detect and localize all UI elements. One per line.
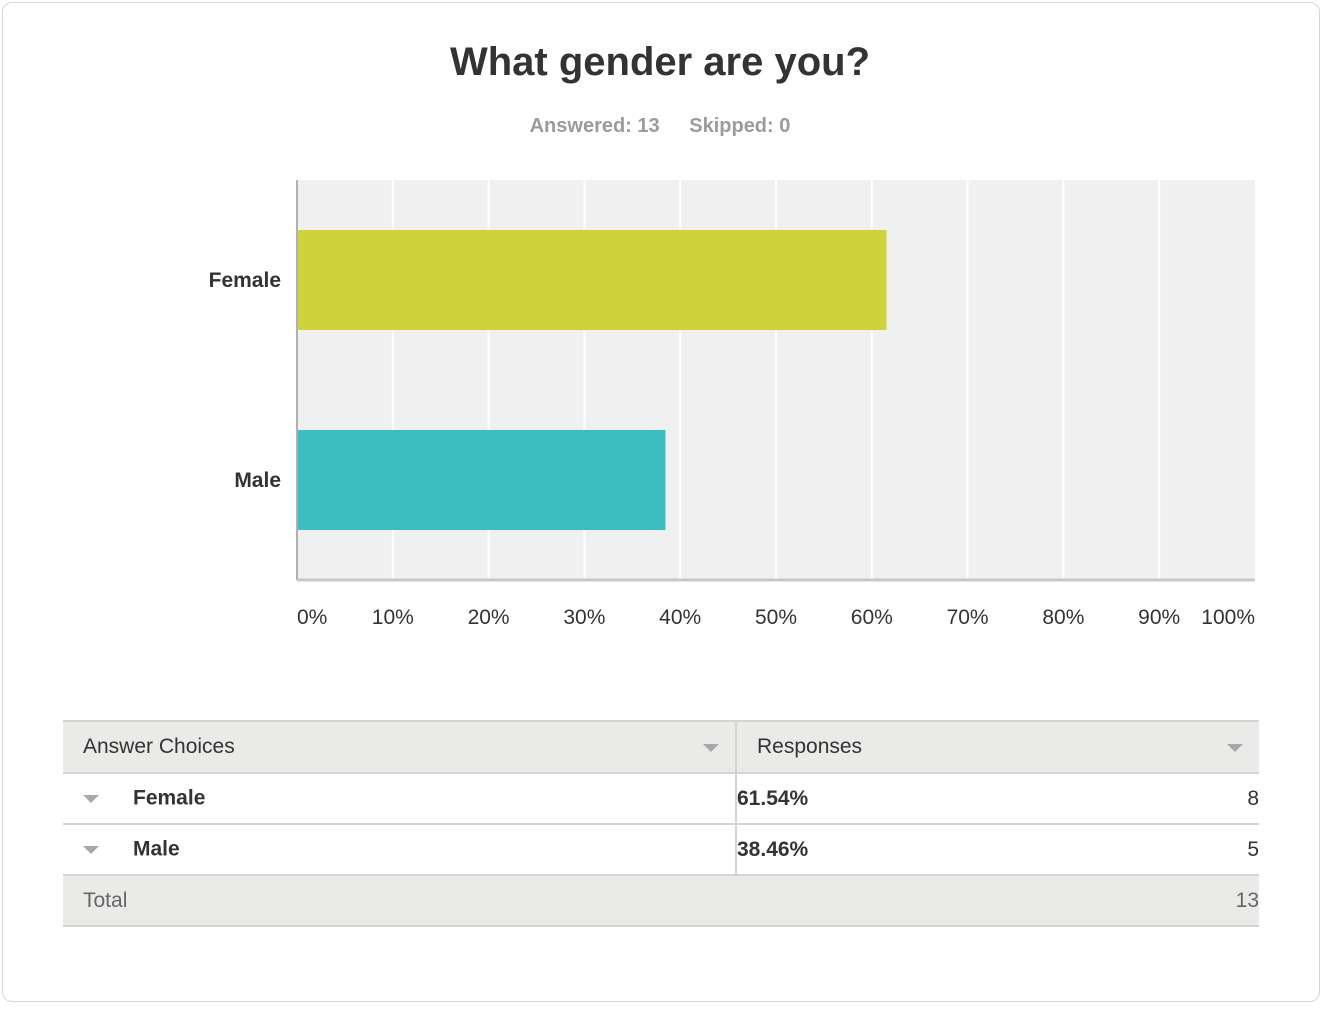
- x-tick-label: 70%: [947, 606, 989, 629]
- responses-header[interactable]: Responses: [736, 720, 1259, 774]
- table-row: Female 61.54% 8: [63, 773, 1259, 825]
- x-tick-label: 30%: [563, 606, 605, 629]
- table-row: Male 38.46% 5: [63, 824, 1259, 876]
- bar-female[interactable]: [297, 230, 887, 330]
- expand-caret-icon[interactable]: [83, 794, 99, 803]
- x-tick-label: 90%: [1138, 606, 1180, 629]
- skipped-count: Skipped: 0: [689, 115, 791, 137]
- category-label: Female: [209, 269, 281, 292]
- x-tick-label: 80%: [1042, 606, 1084, 629]
- bar-chart: 0% 10% 20% 30% 40% 50% 60% 70% 80% 90% 100% Female…: [209, 180, 1255, 629]
- x-tick-label: 60%: [851, 606, 893, 629]
- x-tick-label: 40%: [659, 606, 701, 629]
- x-tick-label: 20%: [468, 606, 510, 629]
- total-row: Total 13: [63, 875, 1259, 927]
- axes: [296, 180, 1255, 582]
- response-summary: Answered: 13 Skipped: 0: [0, 115, 1320, 138]
- category-label: Male: [234, 469, 281, 492]
- response-count: 5: [1131, 824, 1259, 876]
- x-tick-label: 50%: [755, 606, 797, 629]
- answer-choice-cell: Male: [63, 824, 737, 876]
- response-percent: 38.46%: [736, 824, 1132, 876]
- answer-choice-cell: Female: [63, 773, 737, 825]
- bars: [297, 230, 887, 530]
- answer-choices-header-label: Answer Choices: [83, 735, 235, 758]
- sort-caret-icon[interactable]: [703, 744, 719, 752]
- response-count: 8: [1131, 773, 1259, 825]
- answer-choices-header[interactable]: Answer Choices: [63, 720, 737, 774]
- x-tick-label: 10%: [372, 606, 414, 629]
- question-title: What gender are you?: [449, 40, 871, 84]
- x-tick-labels: 0% 10% 20% 30% 40% 50% 60% 70% 80% 90% 100%: [297, 606, 1255, 629]
- x-tick-label: 0%: [297, 606, 327, 629]
- expand-caret-icon[interactable]: [83, 845, 99, 854]
- x-tick-label: 100%: [1201, 606, 1255, 629]
- total-label: Total: [63, 875, 1132, 927]
- sort-caret-icon[interactable]: [1227, 744, 1243, 752]
- answered-count: Answered: 13: [529, 115, 660, 137]
- category-labels: Female Male: [209, 269, 281, 492]
- bar-male[interactable]: [297, 430, 666, 530]
- answer-choice-label: Female: [133, 786, 206, 810]
- responses-table: Answer Choices Responses Female 61.54% 8…: [63, 720, 1259, 927]
- response-percent: 61.54%: [736, 773, 1132, 825]
- responses-header-label: Responses: [757, 735, 863, 758]
- total-value: 13: [1131, 875, 1259, 927]
- answer-choice-label: Male: [133, 837, 180, 861]
